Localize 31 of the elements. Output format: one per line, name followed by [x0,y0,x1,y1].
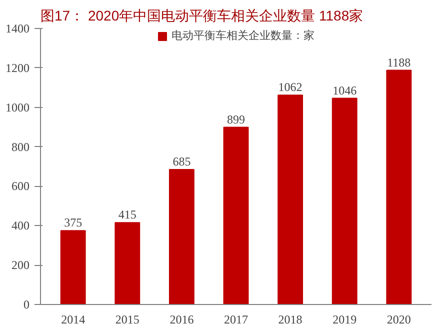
data-label: 375 [64,216,82,230]
y-tick-label: 600 [12,179,30,194]
x-tick-label: 2019 [332,312,357,326]
y-tick-label: 200 [12,258,30,272]
bar [386,70,412,304]
legend-label: 电动平衡车相关企业数量：家 [172,28,314,43]
x-tick-label: 2018 [278,312,302,326]
x-tick-label: 2015 [115,312,140,326]
x-tick-label: 2020 [386,312,411,326]
data-label: 415 [118,208,136,222]
y-tick-label: 800 [12,140,30,154]
data-label: 685 [172,154,191,168]
bar [223,126,249,304]
y-tick-label: 1000 [6,100,30,114]
data-label: 899 [227,112,245,126]
x-tick-label: 2014 [61,312,86,326]
bar [278,94,304,304]
y-tick-label: 1400 [6,22,30,36]
data-label: 1062 [278,80,302,94]
data-label: 1188 [387,55,411,70]
data-label: 1046 [332,83,357,98]
x-tick-label: 2017 [224,312,248,326]
y-tick-label: 1200 [6,60,30,75]
bar [168,168,194,304]
y-tick-label: 400 [12,218,30,233]
bar [332,98,358,304]
bar [114,222,140,304]
y-tick-label: 0 [24,298,30,312]
x-tick-label: 2016 [170,312,194,326]
bar [60,230,86,304]
chart-title: 图17： 2020年中国电动平衡车相关企业数量 1188家 [40,8,364,24]
